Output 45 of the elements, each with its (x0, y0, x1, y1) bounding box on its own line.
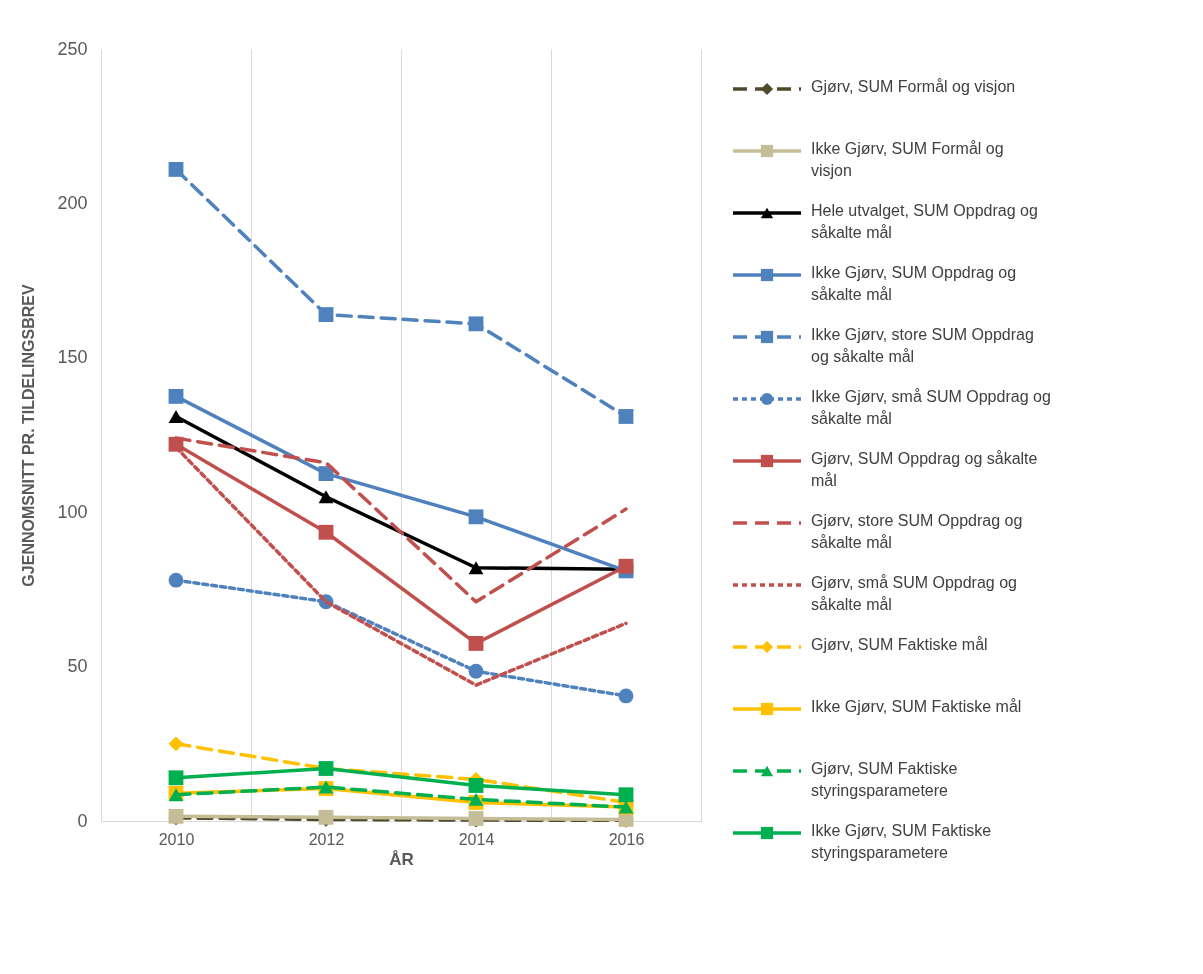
legend-label: Hele utvalget, SUM Oppdrag og såkalte mål (811, 202, 1038, 241)
legend-label: Ikke Gjørv, store SUM Oppdrag og såkalte mål (811, 326, 1034, 365)
point (168, 162, 184, 177)
point (168, 410, 184, 423)
x-tick-label: 2012 (308, 830, 345, 848)
point (468, 778, 484, 793)
legend-label: Gjørv, SUM Oppdrag og såkalte mål (811, 450, 1038, 489)
point (468, 509, 484, 525)
point (618, 688, 634, 704)
legend-label: Ikke Gjørv, SUM Faktiske mål (811, 698, 1022, 715)
point (468, 636, 484, 651)
x-tick-label: 2016 (608, 830, 645, 848)
y-tick-label: 200 (57, 192, 88, 213)
point (468, 561, 484, 575)
point (618, 409, 634, 424)
legend-label: Gjørv, SUM Faktiske mål (811, 636, 988, 653)
y-tick-label: 250 (57, 38, 88, 59)
point (318, 490, 334, 504)
point (468, 792, 484, 806)
legend-label: Gjørv, SUM Formål og visjon (811, 78, 1016, 95)
legend-label: Ikke Gjørv, SUM Formål og visjon (811, 140, 1004, 179)
y-tick-label: 50 (67, 656, 88, 677)
point (468, 316, 484, 332)
y-axis-title: GJENNOMSNITT PR. TILDELINGSBREV (20, 284, 38, 587)
point (168, 736, 184, 752)
legend-label: Gjørv, små SUM Oppdrag og såkalte mål (811, 574, 1017, 613)
point (168, 572, 184, 588)
legend-label: Ikke Gjørv, små SUM Oppdrag og såkalte mål (811, 388, 1051, 427)
x-axis-title: ÅR (389, 849, 414, 869)
point (318, 524, 334, 540)
point (168, 388, 184, 404)
legend-label: Gjørv, SUM Faktiske styringsparametere (811, 760, 958, 799)
y-tick-label: 150 (57, 347, 88, 368)
y-tick-label: 0 (77, 810, 88, 831)
point (618, 558, 634, 574)
point (318, 307, 334, 322)
y-tick-label: 100 (57, 501, 88, 522)
legend-label: Ikke Gjørv, SUM Oppdrag og såkalte mål (811, 264, 1017, 303)
legend-label: Ikke Gjørv, SUM Faktiske styringsparametere (811, 822, 992, 861)
x-tick-label: 2014 (458, 830, 495, 848)
point (468, 663, 484, 679)
legend-label: Gjørv, store SUM Oppdrag og såkalte mål (811, 512, 1023, 551)
point (168, 770, 184, 786)
x-tick-label: 2010 (158, 830, 195, 848)
point (618, 787, 634, 803)
